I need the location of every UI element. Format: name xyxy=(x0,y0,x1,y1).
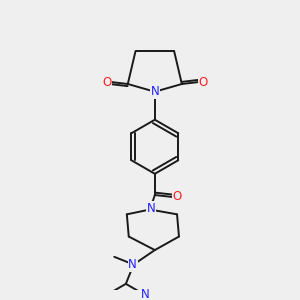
Text: O: O xyxy=(172,190,182,203)
Text: O: O xyxy=(199,76,208,88)
Text: N: N xyxy=(147,202,155,215)
Text: N: N xyxy=(128,258,137,271)
Text: N: N xyxy=(151,85,159,98)
Text: N: N xyxy=(141,288,150,300)
Text: O: O xyxy=(102,76,111,88)
